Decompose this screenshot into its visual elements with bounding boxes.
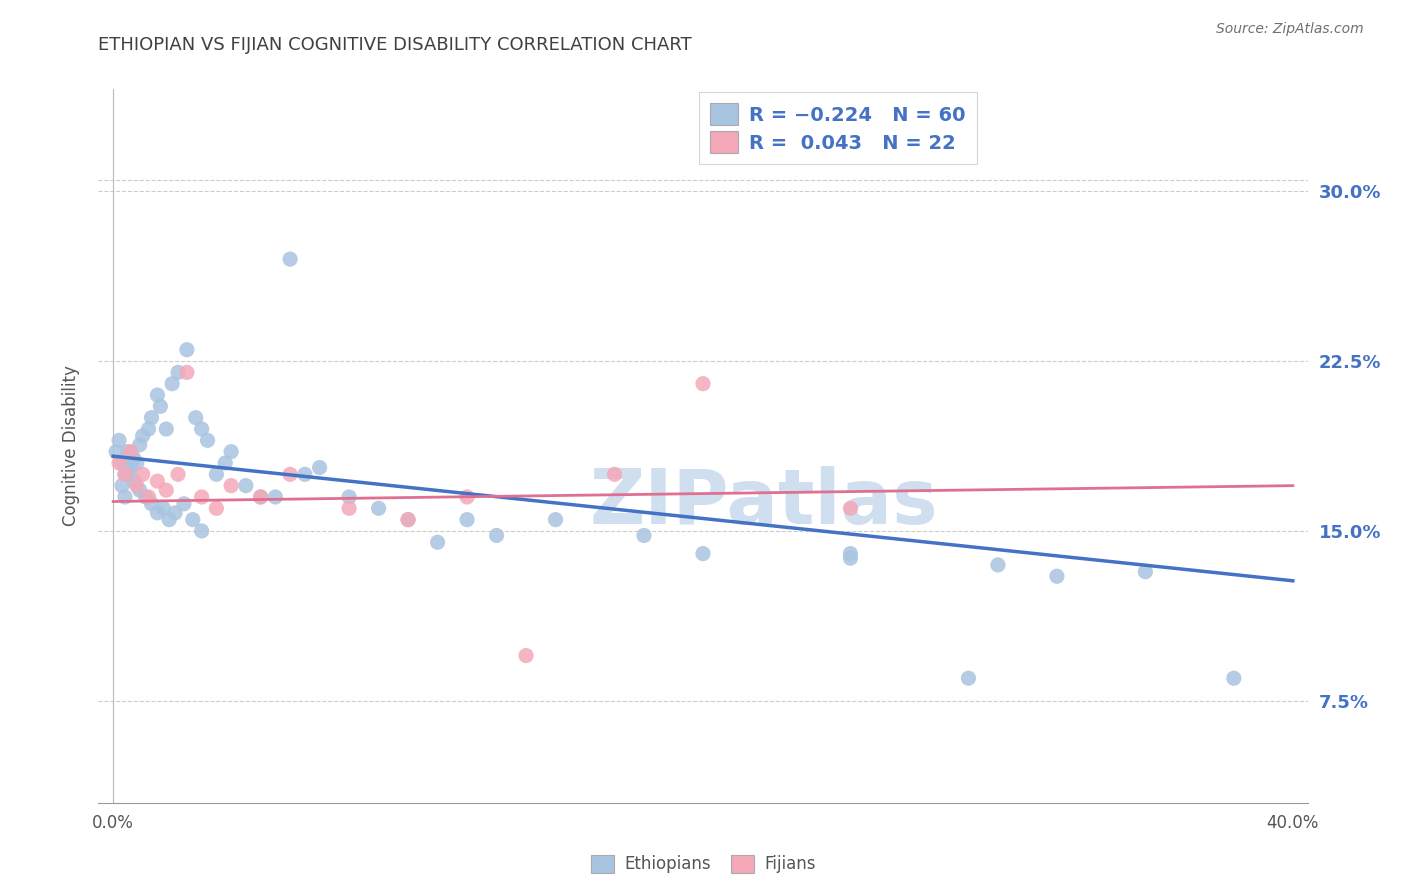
Point: [249, 490, 271, 504]
Point: [131, 429, 153, 443]
Point: [173, 497, 195, 511]
Point: [176, 343, 198, 357]
Point: [114, 467, 136, 482]
Point: [167, 365, 190, 379]
Point: [160, 376, 183, 391]
Point: [219, 478, 242, 492]
Point: [205, 467, 228, 482]
Point: [278, 467, 301, 482]
Point: [184, 410, 207, 425]
Point: [131, 467, 153, 482]
Point: [367, 501, 389, 516]
Point: [544, 513, 567, 527]
Point: [1223, 671, 1246, 685]
Point: [141, 497, 163, 511]
Point: [117, 444, 139, 458]
Point: [146, 474, 169, 488]
Point: [190, 490, 212, 504]
Point: [125, 456, 148, 470]
Text: ETHIOPIAN VS FIJIAN COGNITIVE DISABILITY CORRELATION CHART: ETHIOPIAN VS FIJIAN COGNITIVE DISABILITY…: [98, 36, 692, 54]
Point: [120, 444, 142, 458]
Point: [264, 490, 287, 504]
Point: [128, 438, 150, 452]
Point: [426, 535, 449, 549]
Point: [219, 444, 242, 458]
Point: [152, 501, 174, 516]
Point: [456, 513, 478, 527]
Point: [149, 400, 172, 414]
Point: [294, 467, 316, 482]
Point: [396, 513, 419, 527]
Point: [128, 483, 150, 498]
Y-axis label: Cognitive Disability: Cognitive Disability: [62, 366, 80, 526]
Point: [337, 501, 360, 516]
Point: [633, 528, 655, 542]
Point: [692, 376, 714, 391]
Point: [515, 648, 537, 663]
Point: [167, 467, 190, 482]
Point: [114, 490, 136, 504]
Point: [108, 456, 131, 470]
Point: [135, 490, 157, 504]
Point: [141, 410, 163, 425]
Point: [485, 528, 508, 542]
Point: [146, 506, 169, 520]
Point: [181, 513, 204, 527]
Point: [190, 422, 212, 436]
Point: [125, 478, 148, 492]
Point: [165, 506, 187, 520]
Point: [396, 513, 419, 527]
Legend: Ethiopians, Fijians: Ethiopians, Fijians: [583, 848, 823, 880]
Point: [1135, 565, 1157, 579]
Point: [190, 524, 212, 538]
Point: [117, 467, 139, 482]
Point: [138, 490, 160, 504]
Point: [155, 483, 177, 498]
Point: [337, 490, 360, 504]
Point: [122, 451, 145, 466]
Point: [839, 501, 862, 516]
Point: [146, 388, 169, 402]
Point: [108, 434, 131, 448]
Point: [120, 460, 142, 475]
Point: [155, 422, 177, 436]
Text: Source: ZipAtlas.com: Source: ZipAtlas.com: [1216, 22, 1364, 37]
Point: [114, 467, 136, 482]
Point: [603, 467, 626, 482]
Point: [197, 434, 219, 448]
Point: [249, 490, 271, 504]
Point: [111, 478, 134, 492]
Point: [105, 444, 128, 458]
Point: [957, 671, 980, 685]
Point: [111, 456, 134, 470]
Point: [839, 551, 862, 566]
Point: [176, 365, 198, 379]
Point: [235, 478, 257, 492]
Point: [278, 252, 301, 266]
Text: ZIPatlas: ZIPatlas: [589, 467, 938, 540]
Point: [987, 558, 1010, 572]
Point: [839, 547, 862, 561]
Point: [205, 501, 228, 516]
Point: [122, 474, 145, 488]
Point: [157, 513, 180, 527]
Point: [138, 422, 160, 436]
Point: [692, 547, 714, 561]
Point: [308, 460, 330, 475]
Point: [214, 456, 236, 470]
Point: [456, 490, 478, 504]
Point: [1046, 569, 1069, 583]
